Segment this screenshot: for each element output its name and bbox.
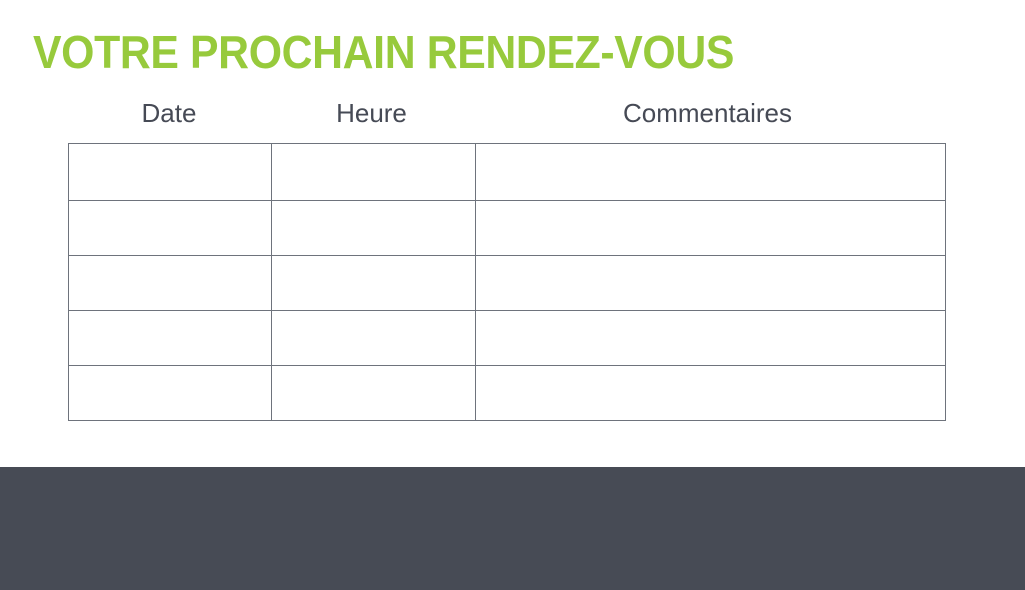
cell-heure[interactable] (271, 143, 476, 201)
table-row[interactable] (68, 255, 946, 311)
cell-heure[interactable] (271, 310, 476, 366)
appointment-table-body (68, 143, 946, 421)
table-row[interactable] (68, 143, 946, 201)
cell-date[interactable] (68, 200, 272, 256)
cell-heure[interactable] (271, 200, 476, 256)
table-row[interactable] (68, 200, 946, 256)
cell-date[interactable] (68, 143, 272, 201)
cell-date[interactable] (68, 365, 272, 421)
cell-commentaires[interactable] (475, 255, 946, 311)
table-column-headers: Date Heure Commentaires (68, 100, 942, 143)
cell-commentaires[interactable] (475, 365, 946, 421)
table-row[interactable] (68, 310, 946, 366)
cell-commentaires[interactable] (475, 310, 946, 366)
cell-date[interactable] (68, 255, 272, 311)
cell-commentaires[interactable] (475, 200, 946, 256)
footer-bar (0, 467, 1025, 590)
column-header-commentaires: Commentaires (622, 98, 793, 128)
cell-commentaires[interactable] (475, 143, 946, 201)
appointment-table-block: Date Heure Commentaires (68, 100, 946, 421)
appointment-table (68, 143, 946, 421)
cell-heure[interactable] (271, 365, 476, 421)
cell-date[interactable] (68, 310, 272, 366)
column-header-heure: Heure (336, 98, 407, 128)
page-title: VOTRE PROCHAIN RENDEZ-VOUS (33, 26, 735, 78)
column-header-date: Date (141, 98, 197, 128)
table-row[interactable] (68, 365, 946, 421)
cell-heure[interactable] (271, 255, 476, 311)
